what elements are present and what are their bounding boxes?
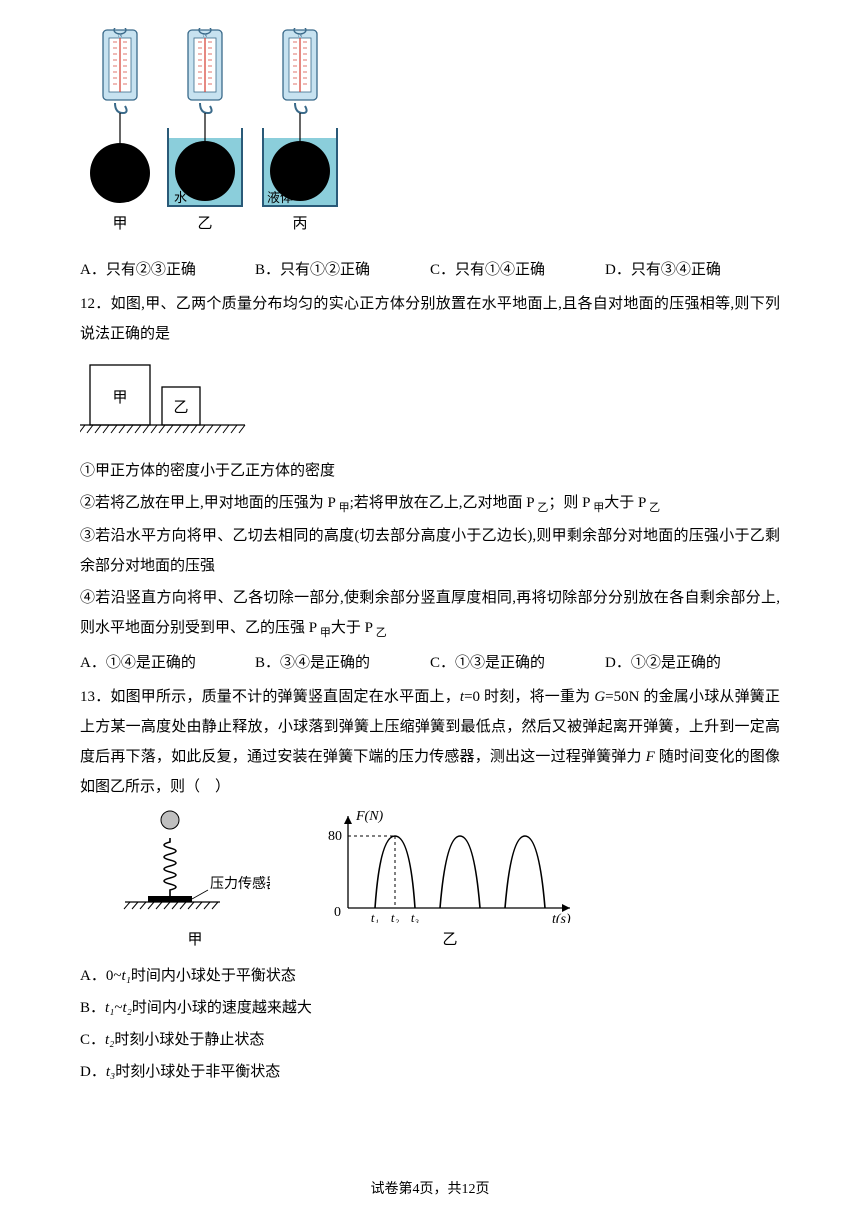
q11-option-d: D．只有③④正确 xyxy=(605,255,780,285)
q12-cubes-svg: 甲 乙 xyxy=(80,357,250,437)
q13-jia-caption: 甲 xyxy=(187,925,202,955)
svg-text:80: 80 xyxy=(328,829,342,844)
q13-figure: 压力传感器 甲 F(N) t(s) 80 0 t₁ t₂ t₃ xyxy=(120,808,780,955)
q11-figure: N N xyxy=(80,28,780,249)
q13-stem: 13．如图甲所示，质量不计的弹簧竖直固定在水平面上，t=0 时刻，将一重为 G=… xyxy=(80,682,780,802)
svg-text:甲: 甲 xyxy=(112,216,127,232)
q13-figure-yi: F(N) t(s) 80 0 t₁ t₂ t₃ 乙 xyxy=(320,808,580,955)
svg-text:液体: 液体 xyxy=(267,190,293,205)
svg-text:t₁: t₁ xyxy=(371,910,379,923)
q13-answer-c: C．t₂时刻小球处于静止状态 xyxy=(80,1025,780,1055)
svg-text:F(N): F(N) xyxy=(355,809,384,824)
q12-option-b: B．③④是正确的 xyxy=(255,648,430,678)
q12-item2: ②若将乙放在甲上,甲对地面的压强为 P 甲;若将甲放在乙上,乙对地面 P 乙；则… xyxy=(80,488,780,519)
q12-options: A．①④是正确的 B．③④是正确的 C．①③是正确的 D．①②是正确的 xyxy=(80,648,780,678)
q13-figure-jia: 压力传感器 甲 xyxy=(120,808,270,955)
svg-text:压力传感器: 压力传感器 xyxy=(210,875,270,892)
q12-item1: ①甲正方体的密度小于乙正方体的密度 xyxy=(80,456,780,486)
q13-answer-a: A．0~t₁时间内小球处于平衡状态 xyxy=(80,961,780,991)
svg-text:乙: 乙 xyxy=(197,216,212,232)
svg-text:t(s): t(s) xyxy=(552,912,571,923)
q12-option-a: A．①④是正确的 xyxy=(80,648,255,678)
q11-scales-svg: N N xyxy=(80,28,360,238)
svg-text:0: 0 xyxy=(334,905,341,920)
q11-option-c: C．只有①④正确 xyxy=(430,255,605,285)
q12-item4: ④若沿竖直方向将甲、乙各切除一部分,使剩余部分竖直厚度相同,再将切除部分分别放在… xyxy=(80,583,780,644)
q12-figure: 甲 乙 xyxy=(80,357,780,448)
q11-option-a: A．只有②③正确 xyxy=(80,255,255,285)
q12-stem: 12．如图,甲、乙两个质量分布均匀的实心正方体分别放置在水平地面上,且各自对地面… xyxy=(80,289,780,349)
q11-options: A．只有②③正确 B．只有①②正确 C．只有①④正确 D．只有③④正确 xyxy=(80,255,780,285)
svg-text:甲: 甲 xyxy=(112,390,127,406)
svg-text:t₃: t₃ xyxy=(411,910,419,923)
q12-option-c: C．①③是正确的 xyxy=(430,648,605,678)
svg-text:丙: 丙 xyxy=(292,216,307,232)
q13-answer-b: B．t₁~t₂时间内小球的速度越来越大 xyxy=(80,993,780,1023)
page-footer: 试卷第4页，共12页 xyxy=(0,1176,860,1204)
q13-answer-d: D．t₃时刻小球处于非平衡状态 xyxy=(80,1057,780,1087)
q12-option-d: D．①②是正确的 xyxy=(605,648,780,678)
q12-item3: ③若沿水平方向将甲、乙切去相同的高度(切去部分高度小于乙边长),则甲剩余部分对地… xyxy=(80,521,780,581)
svg-text:乙: 乙 xyxy=(173,400,188,416)
q13-yi-caption: 乙 xyxy=(442,925,457,955)
q11-option-b: B．只有①②正确 xyxy=(255,255,430,285)
svg-text:水: 水 xyxy=(174,190,187,205)
svg-text:t₂: t₂ xyxy=(391,910,400,923)
